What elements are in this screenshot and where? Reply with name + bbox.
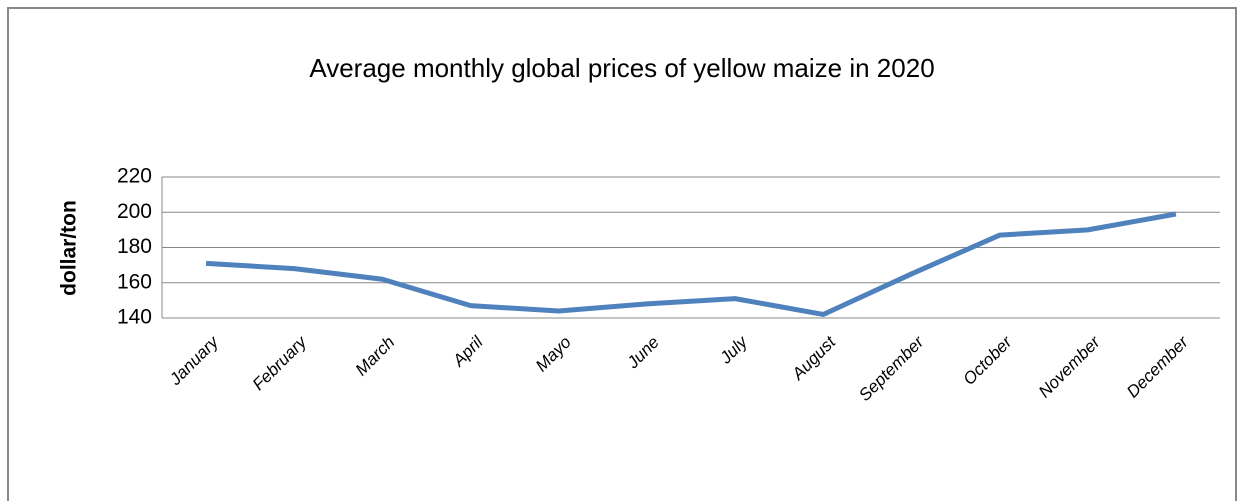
y-tick-label: 140 [117, 306, 152, 329]
y-tick-label: 200 [117, 200, 152, 223]
y-tick-label: 220 [117, 165, 152, 188]
y-axis-label: dollar/ton [58, 200, 81, 296]
line-series [205, 211, 1177, 317]
chart-title: Average monthly global prices of yellow … [309, 53, 934, 83]
y-tick-label: 180 [117, 235, 152, 258]
y-tick-label: 160 [117, 270, 152, 293]
chart-frame [7, 7, 1237, 501]
